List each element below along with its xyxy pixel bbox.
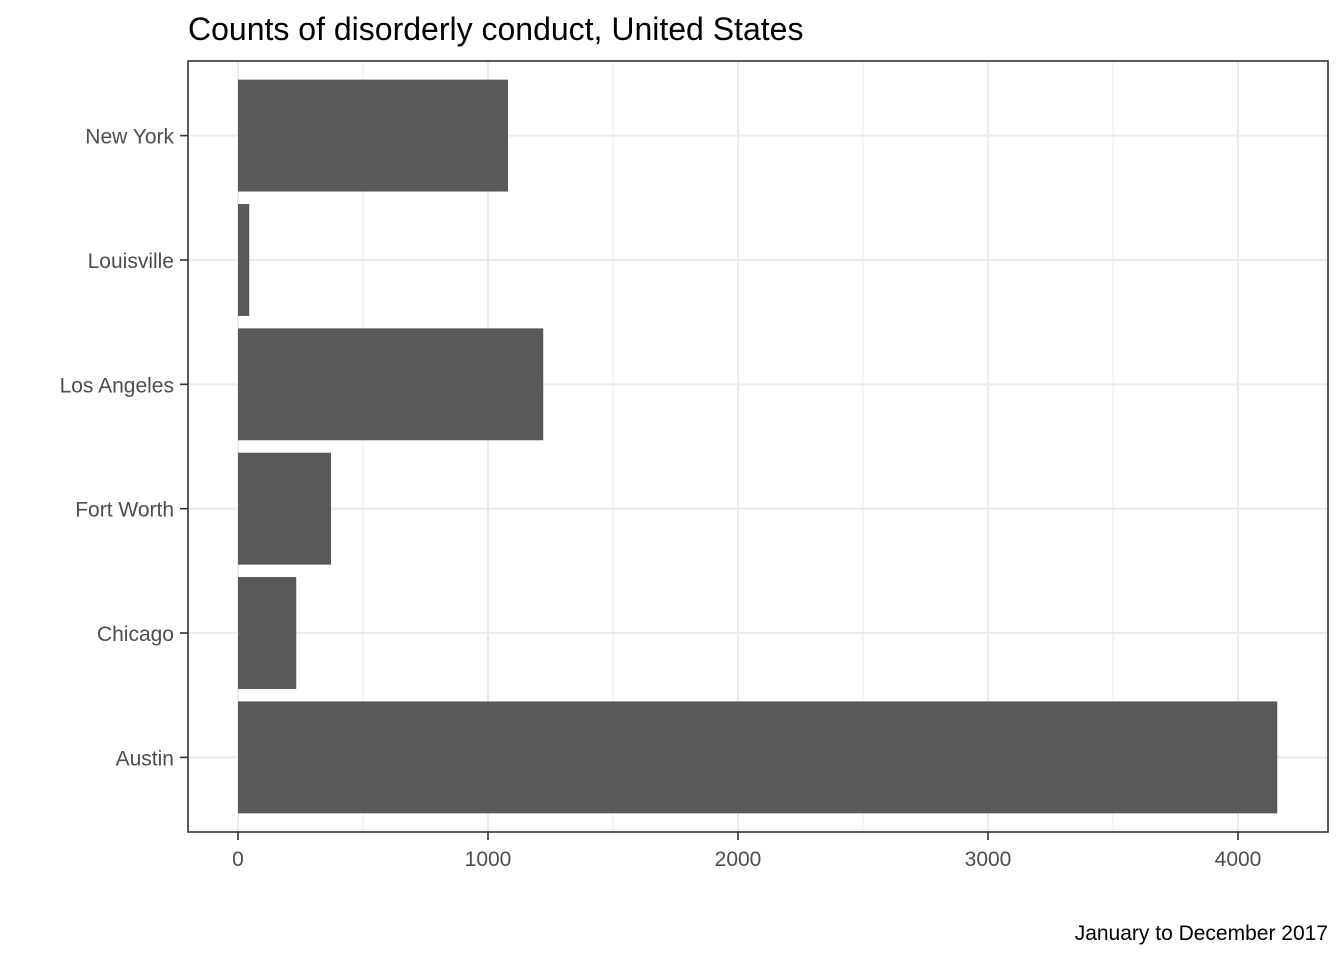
y-tick-label: Austin [116, 747, 174, 770]
x-tick-label: 1000 [465, 848, 512, 871]
y-tick-label: Los Angeles [60, 374, 174, 397]
y-tick-label: Chicago [97, 623, 174, 646]
chart-title: Counts of disorderly conduct, United Sta… [188, 11, 803, 47]
bar-austin [238, 701, 1278, 814]
bar-new-york [238, 79, 508, 192]
y-axis: Austin Chicago Fort Worth Los Angeles Louisv… [60, 126, 188, 770]
y-tick-label: New York [85, 126, 174, 149]
bar-chicago [238, 577, 297, 689]
x-tick-label: 2000 [715, 848, 762, 871]
bar-louisville [238, 204, 250, 316]
bars-group [238, 79, 1278, 814]
x-tick-label: 4000 [1215, 848, 1262, 871]
x-tick-label: 3000 [965, 848, 1012, 871]
chart-caption: January to December 2017 [1075, 922, 1328, 945]
bar-los-angeles [238, 328, 544, 441]
x-axis: 0 1000 2000 3000 4000 [232, 832, 1261, 871]
y-tick-label: Louisville [88, 250, 174, 273]
y-tick-label: Fort Worth [75, 499, 174, 522]
panel-border [187, 60, 1329, 833]
bar-fort-worth [238, 452, 331, 565]
x-tick-label: 0 [232, 848, 244, 871]
